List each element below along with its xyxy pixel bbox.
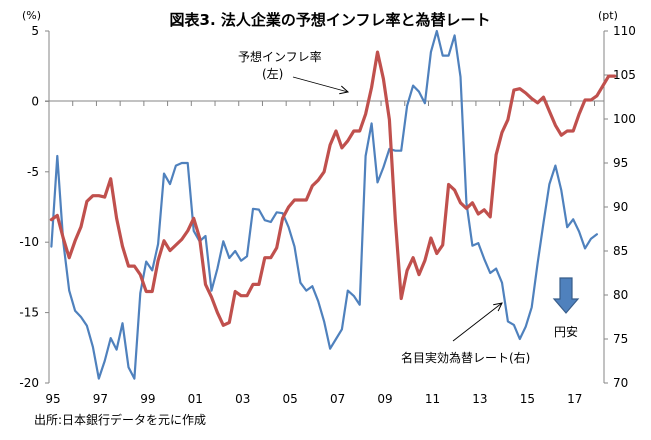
- series-group: [49, 29, 617, 380]
- x-tick-label: 15: [520, 392, 535, 406]
- x-tick-label: 99: [140, 392, 155, 406]
- right-tick-label: 70: [613, 376, 628, 390]
- x-tick-label: 17: [567, 392, 582, 406]
- left-axis-unit: (%): [22, 9, 42, 22]
- right-tick-label: 85: [613, 244, 628, 258]
- down-arrow-icon: [552, 277, 580, 314]
- inflation-expectation-line: [49, 50, 617, 327]
- x-tick-label: 07: [330, 392, 345, 406]
- yen-weak-label: 円安: [554, 325, 579, 339]
- inflation-label-line1: 予想インフレ率: [238, 50, 322, 64]
- left-tick-label: -20: [19, 376, 39, 390]
- fx-rate-line: [50, 29, 599, 380]
- left-tick-label: 0: [31, 94, 39, 108]
- x-tick-label: 01: [188, 392, 203, 406]
- x-tick-label: 95: [45, 392, 60, 406]
- x-tick-label: 05: [283, 392, 298, 406]
- right-tick-label: 105: [613, 68, 636, 82]
- right-axis-unit: (pt): [598, 9, 618, 22]
- right-tick-label: 80: [613, 288, 628, 302]
- right-tick-label: 90: [613, 200, 628, 214]
- x-tick-label: 97: [93, 392, 108, 406]
- right-tick-label: 95: [613, 156, 628, 170]
- left-tick-label: -10: [19, 235, 39, 249]
- inflation-label-line2: (左): [262, 67, 284, 81]
- chart-title: 図表3. 法人企業の予想インフレ率と為替レート: [169, 11, 491, 29]
- left-tick-label: 5: [31, 24, 39, 38]
- left-tick-label: -15: [19, 306, 39, 320]
- x-tick-label: 11: [425, 392, 440, 406]
- fx-label: 名目実効為替レート(右): [401, 351, 531, 365]
- right-tick-label: 100: [613, 112, 636, 126]
- fx-pointer-arrow: [452, 303, 502, 342]
- right-tick-label: 75: [613, 332, 628, 346]
- right-tick-label: 110: [613, 24, 636, 38]
- x-tick-label: 09: [377, 392, 392, 406]
- x-tick-label: 13: [472, 392, 487, 406]
- x-tick-label: 03: [235, 392, 250, 406]
- annotation-arrows: [292, 76, 580, 342]
- inflation-pointer-arrow: [292, 76, 348, 92]
- source-note: 出所:日本銀行データを元に作成: [34, 413, 207, 427]
- left-tick-label: -5: [27, 165, 39, 179]
